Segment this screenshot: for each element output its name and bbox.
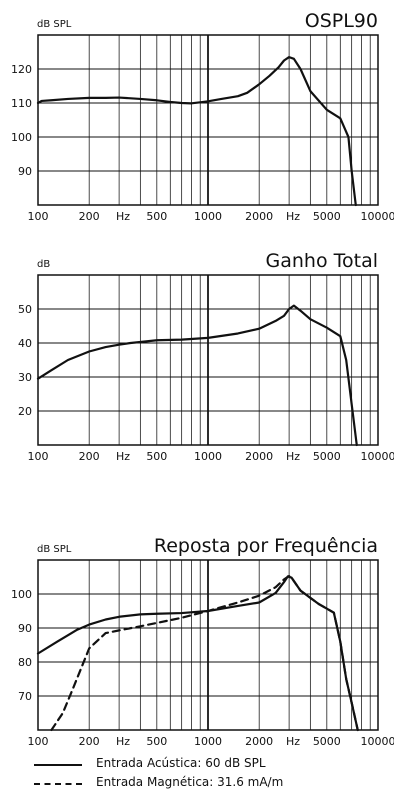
x-tick-label: 200 — [79, 210, 100, 223]
y-tick-label: 80 — [18, 656, 32, 669]
y-axis-label: dB — [37, 259, 50, 270]
y-tick-label: 70 — [18, 690, 32, 703]
x-tick-label: 200 — [79, 450, 100, 463]
legend-label-magnetic: Entrada Magnética: 31.6 mA/m — [96, 775, 284, 789]
chart-title: Ganho Total — [266, 250, 379, 272]
x-tick-label: 1000 — [194, 450, 222, 463]
x-tick-label: 5000 — [313, 450, 341, 463]
chart-title: Reposta por Frequência — [154, 535, 378, 557]
x-axis-unit-label: Hz — [286, 450, 300, 463]
x-axis-unit-label: Hz — [116, 735, 130, 748]
y-tick-label: 30 — [18, 371, 32, 384]
series-line-solid — [36, 575, 359, 732]
x-grid — [88, 275, 371, 445]
x-axis-unit-label: Hz — [286, 210, 300, 223]
y-tick-label: 50 — [18, 303, 32, 316]
x-tick-label: 1000 — [194, 735, 222, 748]
plot-frame — [37, 34, 379, 206]
y-grid — [38, 593, 378, 697]
y-axis-label: dB SPL — [37, 544, 72, 555]
x-tick-label: 100 — [28, 735, 49, 748]
chart-reposta-frequencia-svg: Reposta por Frequência dB SPL 100 90 80 70 100… — [11, 535, 394, 748]
x-tick-label: 100 — [28, 450, 49, 463]
y-axis-label: dB SPL — [37, 19, 72, 30]
legend: Entrada Acústica: 60 dB SPL Entrada Magn… — [0, 755, 394, 793]
legend-item-magnetic: Entrada Magnética: 31.6 mA/m — [0, 774, 394, 793]
dashed-line-swatch — [34, 783, 82, 785]
x-tick-label: 2000 — [245, 735, 273, 748]
y-tick-label: 90 — [18, 165, 32, 178]
series-line-dashed — [50, 574, 359, 732]
x-tick-label: 10000 — [361, 450, 394, 463]
chart-reposta-frequencia: Reposta por Frequência dB SPL 100 90 80 70 100… — [0, 525, 394, 750]
plot-frame — [37, 559, 379, 731]
plot-frame — [37, 274, 379, 446]
x-tick-label: 200 — [79, 735, 100, 748]
series-line-solid — [36, 56, 357, 207]
y-grid — [38, 308, 378, 412]
x-tick-label: 500 — [146, 210, 167, 223]
x-tick-label: 100 — [28, 210, 49, 223]
y-tick-label: 100 — [11, 588, 32, 601]
x-tick-label: 500 — [146, 735, 167, 748]
y-tick-label: 110 — [11, 97, 32, 110]
x-tick-label: 2000 — [245, 450, 273, 463]
series-line-solid — [36, 304, 358, 447]
y-tick-label: 90 — [18, 622, 32, 635]
chart-title: OSPL90 — [305, 10, 378, 32]
chart-ospl90: OSPL90 dB SPL 120 110 100 90 100 200 500 1000 2000… — [0, 0, 394, 225]
y-tick-label: 120 — [11, 63, 32, 76]
x-tick-label: 10000 — [361, 210, 394, 223]
x-grid — [88, 560, 371, 730]
x-tick-label: 5000 — [313, 210, 341, 223]
x-tick-label: 500 — [146, 450, 167, 463]
x-tick-label: 1000 — [194, 210, 222, 223]
x-tick-label: 2000 — [245, 210, 273, 223]
chart-ganho-total-svg: Ganho Total dB 50 40 30 20 100 200 500 1000 2000 50… — [18, 250, 394, 463]
x-grid — [88, 35, 371, 205]
x-axis-unit-label: Hz — [116, 450, 130, 463]
legend-item-acoustic: Entrada Acústica: 60 dB SPL — [0, 755, 394, 774]
y-tick-label: 100 — [11, 131, 32, 144]
y-tick-label: 40 — [18, 337, 32, 350]
y-tick-label: 20 — [18, 405, 32, 418]
solid-line-swatch — [34, 764, 82, 766]
x-axis-unit-label: Hz — [116, 210, 130, 223]
chart-ganho-total: Ganho Total dB 50 40 30 20 100 200 500 1000 2000 50… — [0, 240, 394, 465]
legend-label-acoustic: Entrada Acústica: 60 dB SPL — [96, 756, 266, 770]
chart-ospl90-svg: OSPL90 dB SPL 120 110 100 90 100 200 500 1000 2000… — [11, 10, 394, 223]
x-tick-label: 5000 — [313, 735, 341, 748]
x-tick-label: 10000 — [361, 735, 394, 748]
x-axis-unit-label: Hz — [286, 735, 300, 748]
